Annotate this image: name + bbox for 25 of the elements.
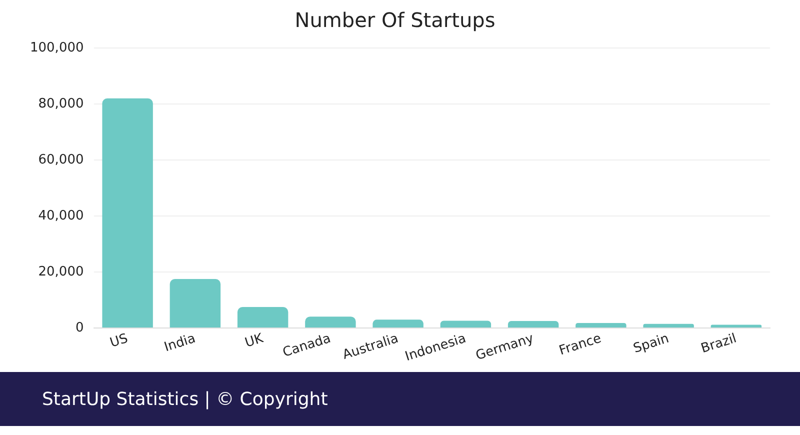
bar xyxy=(372,320,424,328)
y-tick-label: 80,000 xyxy=(38,96,84,112)
bar xyxy=(102,98,153,328)
chart-title: Number Of Startups xyxy=(294,8,496,32)
y-tick-label: 0 xyxy=(75,320,84,336)
y-tick-label: 40,000 xyxy=(38,208,84,224)
bar xyxy=(710,324,762,328)
y-tick-label: 20,000 xyxy=(38,264,84,280)
x-tick-label: Canada xyxy=(280,331,333,361)
bar xyxy=(576,323,626,328)
bar xyxy=(237,307,288,328)
bar xyxy=(643,324,694,328)
bar xyxy=(170,279,221,328)
x-tick-label: US xyxy=(108,331,130,351)
x-tick-label: India xyxy=(162,331,198,356)
y-tick-label: 60,000 xyxy=(38,152,84,168)
x-tick-label: UK xyxy=(243,331,266,351)
bar xyxy=(508,321,559,328)
y-tick-label: 100,000 xyxy=(30,40,84,56)
x-tick-label: France xyxy=(557,331,604,359)
text: StartUp Statistics | © Copyright xyxy=(42,388,328,410)
x-tick-label: Spain xyxy=(632,331,671,357)
bar xyxy=(440,320,492,328)
x-tick-label: Brazil xyxy=(699,331,738,357)
bar xyxy=(305,316,356,328)
